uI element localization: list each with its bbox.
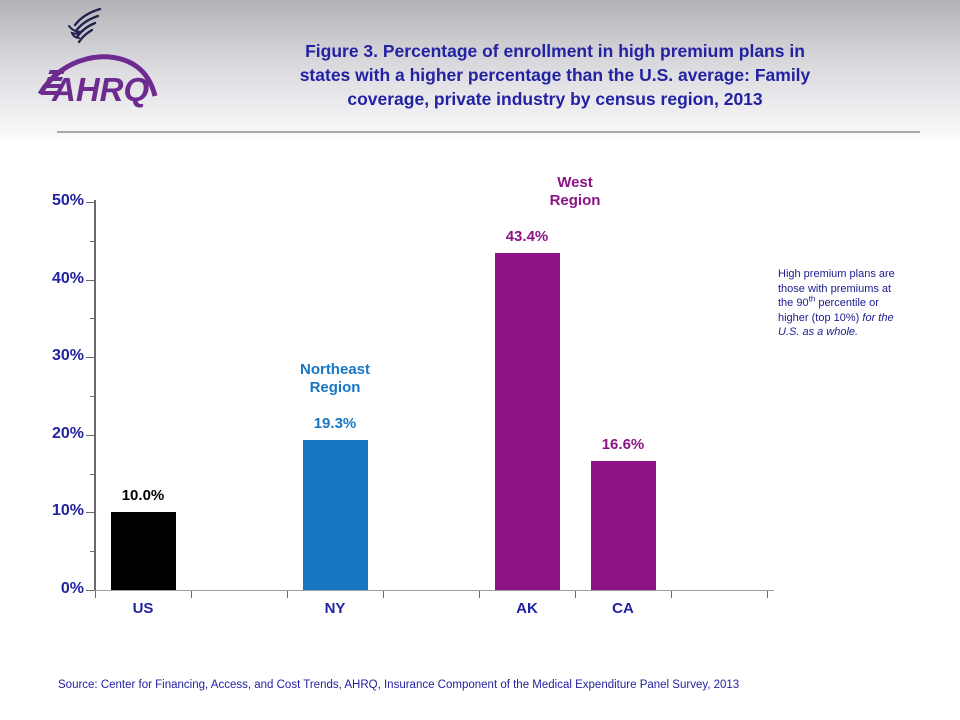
figure-title: Figure 3. Percentage of enrollment in hi… [225, 39, 885, 111]
y-axis-minor-tick [90, 318, 95, 320]
annotation-superscript: th [808, 294, 816, 304]
region-label-line1: Northeast [299, 361, 370, 379]
x-axis-category-ca: CA [612, 600, 634, 617]
y-axis-major-tick [86, 590, 95, 591]
x-axis-category-ak: AK [516, 600, 538, 617]
bar-value-label-ak: 43.4% [505, 228, 549, 246]
x-axis-tick [383, 591, 384, 598]
x-axis-tick [767, 591, 768, 598]
svg-text:AHRQ: AHRQ [51, 71, 149, 108]
figure-title-line3: coverage, private industry by census reg… [347, 89, 763, 109]
x-axis-tick [575, 591, 576, 598]
region-label-west: West Region [495, 174, 655, 210]
x-axis-tick [479, 591, 480, 598]
hhs-eagle-icon [68, 7, 102, 44]
bar-ca [590, 461, 656, 590]
region-label-line2: Region [309, 379, 361, 397]
annotation-text: High premium plans are those with premiu… [778, 268, 895, 309]
y-axis-minor-tick [90, 240, 95, 242]
bar-ak [494, 253, 560, 590]
y-axis-major-tick [86, 202, 95, 203]
y-axis-tick-label: 0% [60, 580, 84, 597]
region-label-line2: Region [549, 192, 601, 210]
figure-title-line2: states with a higher percentage than the… [299, 65, 811, 85]
bar-value-label-ny: 19.3% [313, 415, 357, 433]
y-axis-tick-label: 20% [51, 424, 84, 442]
x-axis-tick [191, 591, 192, 598]
region-label-line1: West [557, 174, 593, 192]
y-axis-tick-label: 30% [51, 347, 84, 365]
ahrq-logo: AHRQ [30, 4, 160, 116]
x-axis-tick [95, 591, 96, 598]
annotation-italic-text: for the U.S. as a whole. [778, 311, 894, 339]
y-axis-minor-tick [90, 551, 95, 553]
header-divider [57, 131, 920, 133]
y-axis-major-tick [86, 357, 95, 359]
region-label-northeast: Northeast Region [255, 361, 415, 397]
y-axis-minor-tick [90, 473, 95, 475]
bar-value-label-us: 10.0% [121, 487, 165, 505]
y-axis-line [94, 200, 96, 591]
x-axis-category-us: US [132, 600, 154, 617]
x-axis-category-ny: NY [324, 600, 346, 617]
ahrq-wordmark: AHRQ [37, 54, 158, 108]
x-axis-tick [671, 591, 672, 598]
figure-title-line1: Figure 3. Percentage of enrollment in hi… [305, 41, 805, 61]
y-axis-major-tick [86, 279, 95, 281]
y-axis-tick-label: 40% [51, 269, 84, 287]
slide-header: AHRQ Figure 3. Percentage of enrollment … [0, 0, 960, 140]
bar-us [110, 512, 176, 590]
annotation-text-2: percentile or higher (top 10%) [778, 297, 879, 324]
y-axis-major-tick [86, 512, 95, 514]
y-axis-major-tick [86, 434, 95, 436]
y-axis-tick-label: 50% [51, 192, 84, 209]
x-axis-tick [287, 591, 288, 598]
x-axis-line [94, 590, 774, 591]
y-axis-tick-label: 10% [51, 502, 84, 520]
source-line: Source: Center for Financing, Access, an… [58, 679, 740, 691]
bar-value-label-ca: 16.6% [601, 436, 645, 454]
chart-annotation: High premium plans are those with premiu… [778, 267, 896, 340]
y-axis-minor-tick [90, 396, 95, 397]
bar-ny [302, 440, 368, 590]
